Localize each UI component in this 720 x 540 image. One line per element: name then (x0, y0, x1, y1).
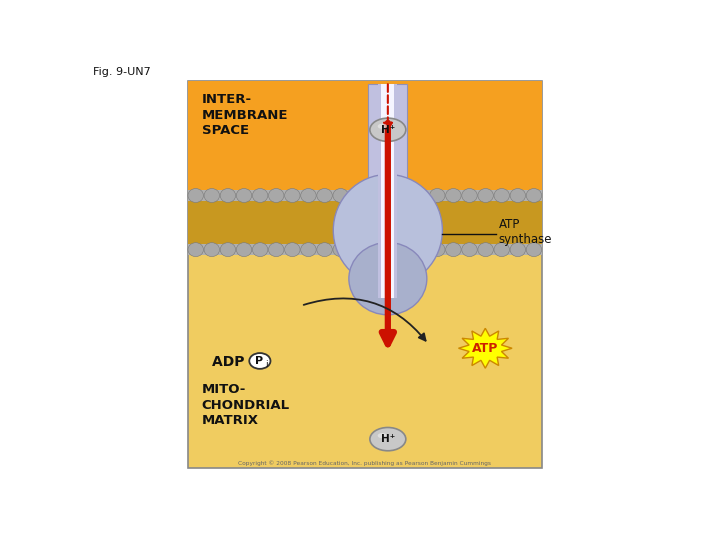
Ellipse shape (382, 242, 397, 256)
Ellipse shape (478, 188, 493, 202)
Ellipse shape (478, 242, 493, 256)
Ellipse shape (236, 242, 252, 256)
Bar (188, 201, 542, 244)
Ellipse shape (397, 242, 413, 256)
Ellipse shape (317, 188, 333, 202)
Ellipse shape (204, 188, 220, 202)
Bar (188, 244, 542, 255)
Text: MITO-
CHONDRIAL
MATRIX: MITO- CHONDRIAL MATRIX (202, 383, 290, 427)
Bar (382, 84, 395, 298)
Ellipse shape (365, 188, 381, 202)
Text: INTER-
MEMBRANE
SPACE: INTER- MEMBRANE SPACE (202, 93, 288, 137)
Ellipse shape (284, 242, 300, 256)
Ellipse shape (269, 242, 284, 256)
Ellipse shape (349, 188, 364, 202)
Ellipse shape (253, 188, 268, 202)
Ellipse shape (413, 188, 429, 202)
Ellipse shape (284, 188, 300, 202)
Ellipse shape (220, 242, 235, 256)
Text: Fig. 9-UN7: Fig. 9-UN7 (93, 67, 150, 77)
Bar (378, 84, 397, 298)
Ellipse shape (446, 242, 461, 256)
Ellipse shape (317, 242, 333, 256)
FancyArrowPatch shape (304, 299, 426, 341)
Ellipse shape (333, 242, 348, 256)
Text: H⁺: H⁺ (381, 434, 395, 444)
Ellipse shape (333, 174, 442, 286)
Ellipse shape (370, 118, 406, 141)
Ellipse shape (378, 433, 387, 438)
Ellipse shape (370, 428, 406, 451)
Ellipse shape (430, 242, 445, 256)
Ellipse shape (526, 242, 541, 256)
Text: Copyright © 2008 Pearson Education, Inc. publishing as Pearson Benjamin Cummings: Copyright © 2008 Pearson Education, Inc.… (238, 460, 491, 465)
Text: P: P (256, 355, 264, 366)
Bar (188, 190, 542, 201)
Bar (369, 84, 408, 298)
Ellipse shape (188, 188, 204, 202)
Ellipse shape (382, 188, 397, 202)
Text: ATP
synthase: ATP synthase (499, 218, 552, 246)
Bar (188, 82, 542, 244)
Ellipse shape (494, 242, 510, 256)
Ellipse shape (526, 188, 541, 202)
Ellipse shape (462, 242, 477, 256)
Text: ADP +: ADP + (212, 355, 266, 369)
Circle shape (249, 353, 271, 369)
Ellipse shape (333, 188, 348, 202)
Ellipse shape (204, 242, 220, 256)
Ellipse shape (365, 242, 381, 256)
Ellipse shape (301, 242, 316, 256)
Ellipse shape (430, 188, 445, 202)
Ellipse shape (510, 188, 526, 202)
Ellipse shape (510, 242, 526, 256)
Ellipse shape (301, 188, 316, 202)
Polygon shape (459, 328, 512, 368)
Ellipse shape (413, 242, 429, 256)
Text: ATP: ATP (472, 342, 498, 355)
Ellipse shape (349, 242, 427, 315)
Ellipse shape (494, 188, 510, 202)
Ellipse shape (236, 188, 252, 202)
Text: H⁺: H⁺ (381, 125, 395, 135)
Ellipse shape (462, 188, 477, 202)
Ellipse shape (269, 188, 284, 202)
Ellipse shape (446, 188, 461, 202)
Bar (188, 82, 542, 468)
Ellipse shape (349, 242, 364, 256)
Ellipse shape (397, 188, 413, 202)
Ellipse shape (220, 188, 235, 202)
Ellipse shape (378, 124, 387, 129)
Ellipse shape (188, 242, 204, 256)
Bar (382, 84, 395, 298)
Ellipse shape (253, 242, 268, 256)
Text: i: i (265, 360, 268, 369)
